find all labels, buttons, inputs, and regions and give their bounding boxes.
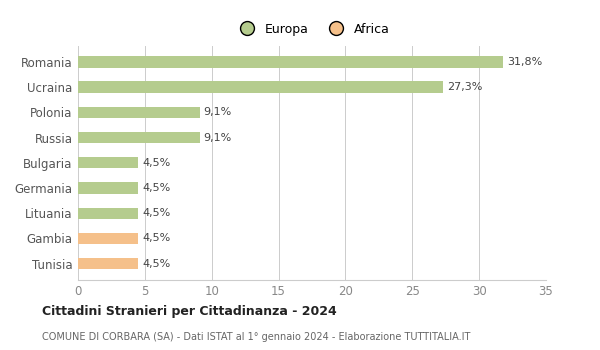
Legend: Europa, Africa: Europa, Africa: [231, 19, 393, 40]
Text: COMUNE DI CORBARA (SA) - Dati ISTAT al 1° gennaio 2024 - Elaborazione TUTTITALIA: COMUNE DI CORBARA (SA) - Dati ISTAT al 1…: [42, 331, 470, 342]
Bar: [78, 182, 138, 194]
Bar: [78, 258, 138, 270]
Bar: [78, 157, 138, 168]
Text: 4,5%: 4,5%: [142, 183, 170, 193]
Text: 31,8%: 31,8%: [507, 57, 542, 67]
Text: 4,5%: 4,5%: [142, 158, 170, 168]
Bar: [78, 107, 200, 118]
Text: 4,5%: 4,5%: [142, 259, 170, 269]
Bar: [78, 82, 443, 93]
Bar: [78, 56, 503, 68]
Text: 4,5%: 4,5%: [142, 208, 170, 218]
Bar: [78, 132, 200, 143]
Bar: [78, 208, 138, 219]
Text: Cittadini Stranieri per Cittadinanza - 2024: Cittadini Stranieri per Cittadinanza - 2…: [42, 305, 337, 318]
Text: 9,1%: 9,1%: [203, 107, 232, 117]
Text: 9,1%: 9,1%: [203, 133, 232, 142]
Text: 27,3%: 27,3%: [447, 82, 482, 92]
Bar: [78, 233, 138, 244]
Text: 4,5%: 4,5%: [142, 233, 170, 244]
